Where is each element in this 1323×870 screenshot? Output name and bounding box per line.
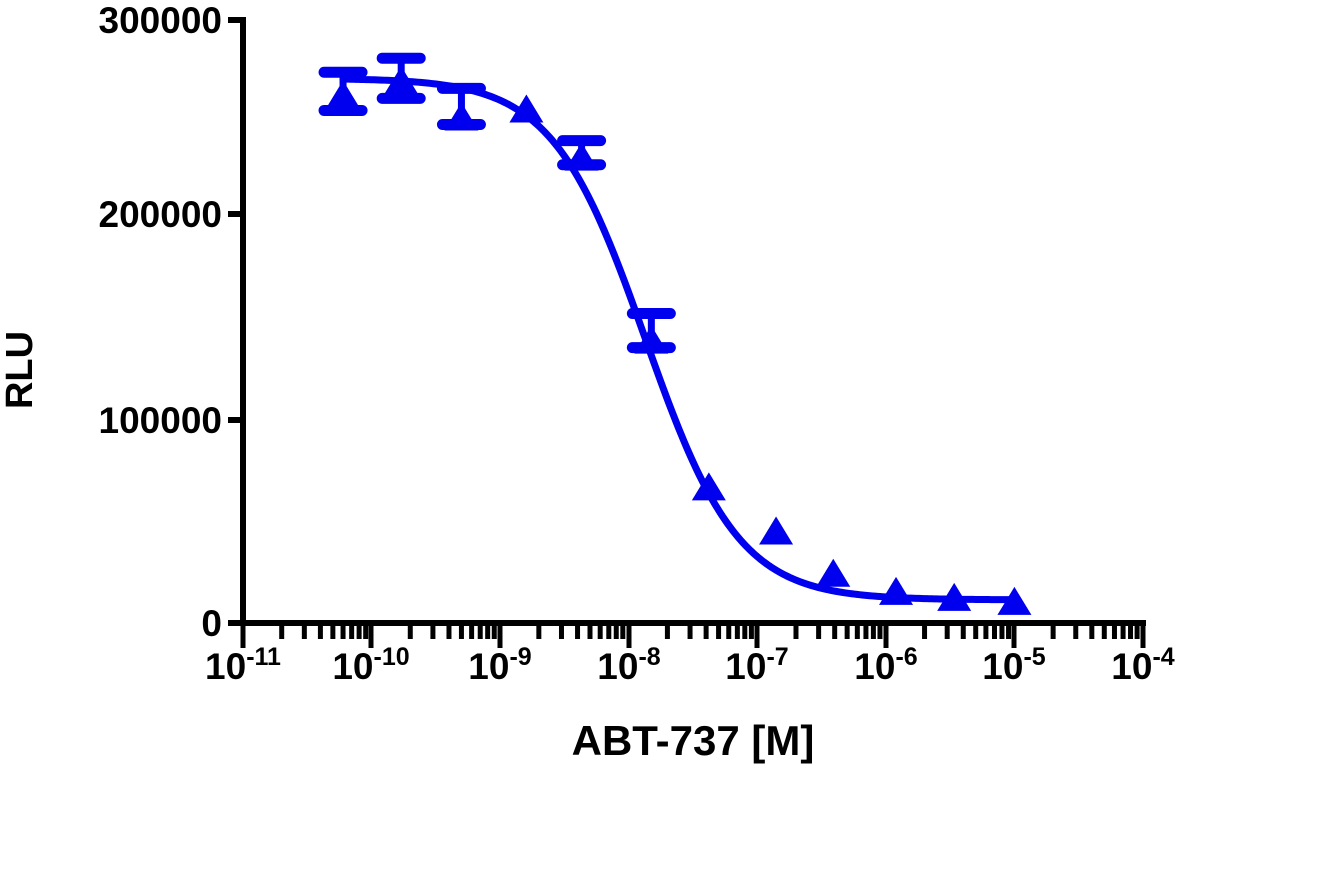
x-tick-label-1e-9: 10-9 — [468, 643, 531, 687]
x-axis-minor-ticks — [279, 623, 1140, 639]
data-point-marker — [634, 325, 669, 354]
data-point-marker — [759, 516, 794, 545]
y-tick-label-0: 0 — [201, 603, 222, 644]
y-tick-label-200000: 200000 — [99, 194, 222, 235]
fit-curve — [339, 75, 1018, 604]
x-tick-label-1e-7: 10-7 — [725, 643, 788, 687]
data-point-marker — [879, 576, 914, 605]
x-axis-major-ticks — [240, 623, 1146, 648]
x-tick-label-1e-10: 10-10 — [332, 643, 409, 687]
y-axis-title: RLU — [0, 331, 41, 409]
data-point-marker — [444, 102, 479, 131]
x-tick-label-1e-4: 10-4 — [1111, 643, 1174, 687]
data-point-markers — [326, 66, 1032, 615]
x-tick-label-1e-8: 10-8 — [597, 643, 660, 687]
data-point-marker — [816, 558, 851, 587]
x-tick-label-1e-11: 10-11 — [205, 643, 281, 687]
y-tick-label-300000: 300000 — [99, 0, 222, 41]
x-axis-tick-labels: 10-11 10-10 10-9 10-8 10-7 10-6 10-5 10-… — [205, 643, 1175, 687]
y-tick-label-100000: 100000 — [99, 400, 222, 441]
x-axis-title: ABT-737 [M] — [572, 717, 815, 764]
data-point-marker — [691, 472, 726, 501]
x-tick-label-1e-6: 10-6 — [854, 643, 917, 687]
data-point-marker — [326, 80, 361, 109]
data-point-marker — [937, 582, 972, 611]
data-point-marker — [564, 142, 599, 171]
data-point-marker — [997, 586, 1032, 615]
data-point-marker — [509, 94, 544, 123]
y-axis-tick-labels: 300000 200000 100000 0 — [99, 0, 222, 644]
data-point-marker — [384, 66, 419, 95]
x-tick-label-1e-5: 10-5 — [982, 643, 1045, 687]
